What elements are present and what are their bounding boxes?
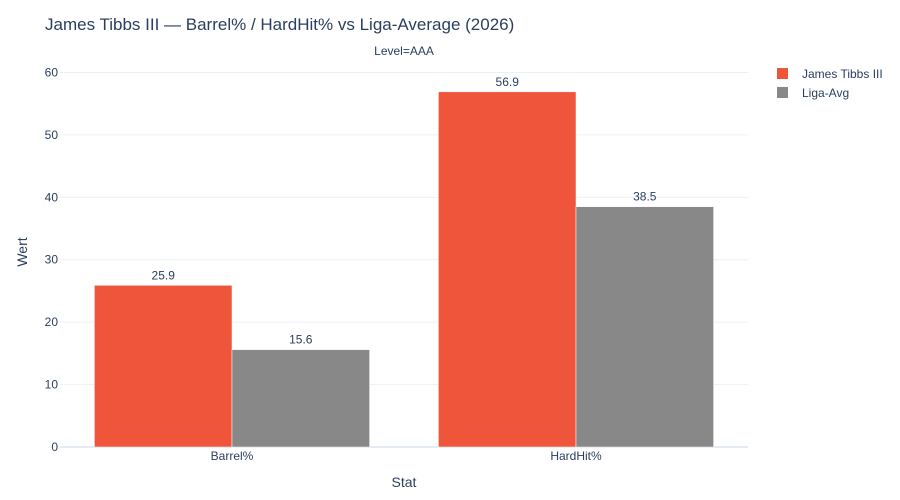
legend-swatch (777, 68, 788, 79)
bars (94, 91, 714, 448)
y-tick-label: 0 (51, 440, 58, 454)
y-axis-title: Wert (14, 237, 30, 266)
y-axis-ticks: 0 10 20 30 40 50 60 (45, 65, 59, 454)
y-tick-label: 40 (45, 190, 59, 204)
y-tick-label: 20 (45, 315, 59, 329)
bar-james-tibbs-iii-hardhit[interactable] (438, 91, 577, 448)
x-tick-label: HardHit% (550, 449, 602, 463)
y-tick-label: 60 (45, 65, 59, 79)
y-tick-label: 30 (45, 253, 59, 267)
bar-james-tibbs-iii-barrel[interactable] (94, 285, 233, 448)
legend-item-james-tibbs-iii[interactable]: James Tibbs III (777, 67, 883, 81)
bar-value-label: 38.5 (633, 190, 657, 204)
y-tick-label: 10 (45, 378, 59, 392)
legend-swatch (777, 87, 788, 98)
bar-value-label: 25.9 (152, 268, 176, 282)
legend-label: Liga-Avg (802, 86, 849, 100)
chart-title: James Tibbs III — Barrel% / HardHit% vs … (45, 15, 514, 34)
bar-value-label: 15.6 (289, 333, 313, 347)
data-labels: 25.9 15.6 56.9 38.5 (152, 75, 657, 347)
x-axis-title: Stat (392, 474, 417, 490)
legend-item-liga-avg[interactable]: Liga-Avg (777, 86, 849, 100)
x-axis-ticks: Barrel% HardHit% (211, 449, 602, 463)
legend[interactable]: James Tibbs III Liga-Avg (777, 67, 883, 100)
chart-subtitle: Level=AAA (374, 44, 434, 58)
bar-liga-avg-barrel[interactable] (231, 349, 370, 448)
y-tick-label: 50 (45, 128, 59, 142)
bar-value-label: 56.9 (496, 75, 520, 89)
x-tick-label: Barrel% (211, 449, 254, 463)
legend-label: James Tibbs III (802, 67, 883, 81)
bar-liga-avg-hardhit[interactable] (575, 206, 714, 448)
